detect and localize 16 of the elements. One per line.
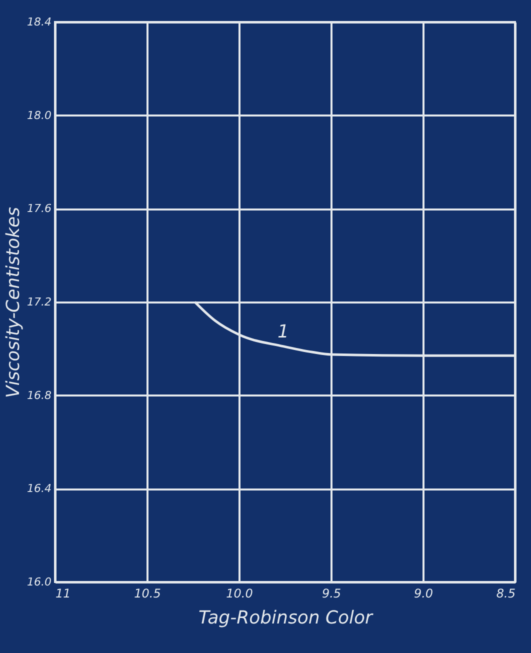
x-tick-label: 9.5: [322, 586, 342, 600]
x-tick-label: 10.0: [226, 586, 254, 600]
x-axis-title: Tag-Robinson Color: [198, 608, 374, 628]
y-tick-label: 18.0: [27, 108, 52, 122]
x-tick-label: 9.0: [414, 586, 434, 600]
y-tick-label: 16.0: [27, 576, 52, 588]
y-tick-label: 18.4: [27, 16, 52, 28]
x-tick-label: 11: [56, 586, 71, 600]
y-axis-title: Viscosity-Centistokes: [3, 207, 24, 398]
y-tick-label: 16.4: [27, 482, 52, 496]
x-tick-label: 8.5: [496, 586, 516, 600]
y-tick-label: 17.2: [27, 296, 52, 308]
x-tick-label: 10.5: [134, 586, 161, 600]
annotation: 1: [277, 321, 289, 342]
y-tick-label: 16.8: [27, 388, 52, 402]
y-tick-label: 17.6: [27, 202, 52, 216]
